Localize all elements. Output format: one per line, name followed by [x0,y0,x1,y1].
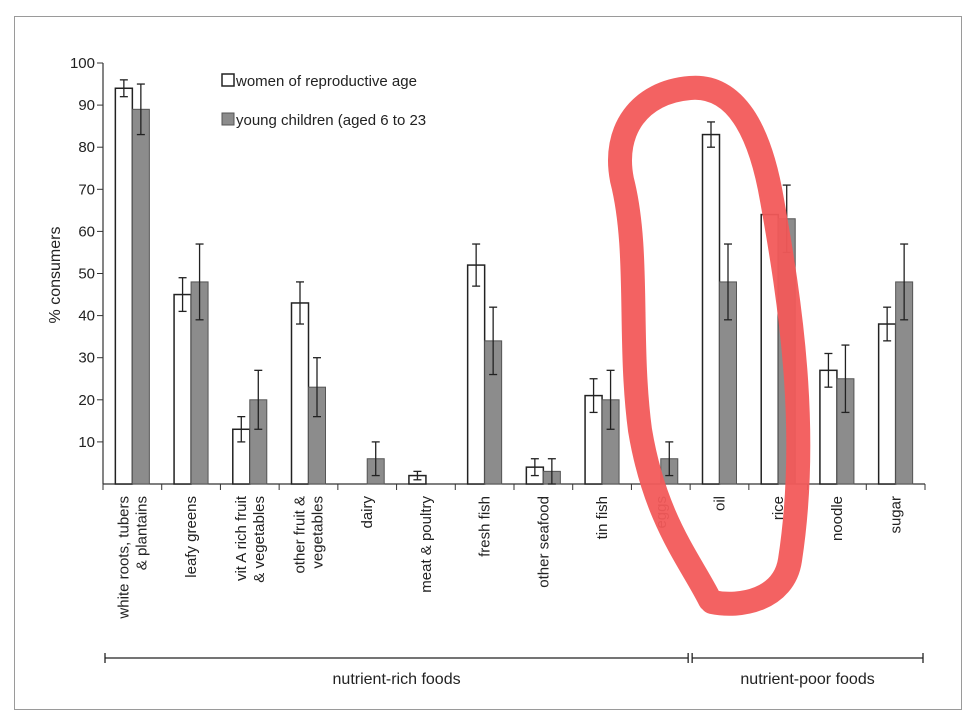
group-label: nutrient-poor foods [740,671,874,688]
x-category-label: meat & poultry [418,496,435,593]
bar-women [466,264,486,485]
x-category-label: dairy [359,496,376,529]
legend-swatch-children [221,112,235,126]
x-category-label: leafy greens [183,496,200,578]
x-category-label: tin fish [594,496,611,539]
y-tick-label: 50 [78,266,95,283]
bar-children [131,108,150,485]
x-category-label: vegetables [310,496,327,569]
bar-women [114,87,134,485]
y-tick-label: 90 [78,97,95,114]
hand-drawn-annotation-loop [608,75,811,616]
legend: women of reproductive age young children… [221,73,426,129]
y-tick-label: 20 [78,392,95,409]
x-category-label: vit A rich fruit [233,495,250,581]
group-brackets: nutrient-rich foods nutrient-poor foods [104,653,924,688]
x-category-label: noodle [829,496,846,541]
legend-label-children: young children (aged 6 to 23 [236,112,426,129]
y-tick-label: 30 [78,350,95,367]
x-category-label: other seafood [535,496,552,588]
bar-women [701,133,721,485]
y-tick-label: 100 [70,55,95,72]
legend-label-women: women of reproductive age [235,73,417,90]
x-category-label: sugar [888,496,905,534]
y-tick-label: 80 [78,139,95,156]
y-tick-label: 60 [78,223,95,240]
y-tick-label: 70 [78,181,95,198]
bar-women [290,302,310,485]
x-category-label: oil [712,496,729,511]
x-category-label: & plantains [133,496,150,570]
group-label: nutrient-rich foods [333,671,461,688]
x-category-label: fresh fish [477,496,494,557]
y-tick-label: 40 [78,308,95,325]
y-tick-label: 10 [78,434,95,451]
bar-women [877,323,897,485]
x-category-label: white roots, tubers [115,496,132,620]
bar-women [173,293,192,485]
x-category-label: other fruit & [292,496,309,574]
y-axis-title: % consumers [47,227,64,324]
legend-swatch-women [221,73,235,87]
x-category-label: & vegetables [251,496,268,583]
x-category-label: rice [770,496,787,520]
